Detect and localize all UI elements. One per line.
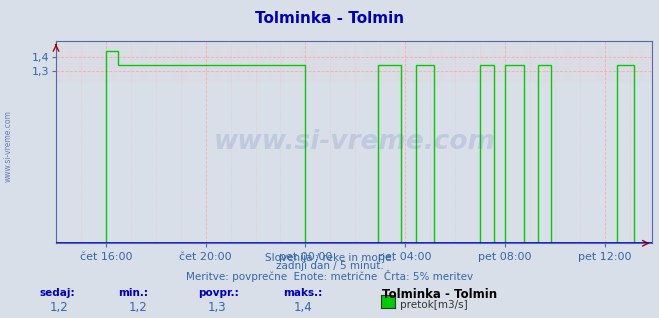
Text: 1,4: 1,4 bbox=[293, 301, 312, 314]
Text: maks.:: maks.: bbox=[283, 288, 323, 298]
Text: Meritve: povprečne  Enote: metrične  Črta: 5% meritev: Meritve: povprečne Enote: metrične Črta:… bbox=[186, 270, 473, 282]
Text: Slovenija / reke in morje.: Slovenija / reke in morje. bbox=[264, 253, 395, 263]
Text: sedaj:: sedaj: bbox=[40, 288, 75, 298]
Text: www.si-vreme.com: www.si-vreme.com bbox=[3, 110, 13, 182]
Text: zadnji dan / 5 minut.: zadnji dan / 5 minut. bbox=[275, 261, 384, 271]
Text: www.si-vreme.com: www.si-vreme.com bbox=[214, 129, 495, 155]
Text: 1,2: 1,2 bbox=[49, 301, 68, 314]
Text: pretok[m3/s]: pretok[m3/s] bbox=[400, 300, 468, 310]
Text: Tolminka - Tolmin: Tolminka - Tolmin bbox=[255, 11, 404, 26]
Text: min.:: min.: bbox=[119, 288, 149, 298]
Text: Tolminka - Tolmin: Tolminka - Tolmin bbox=[382, 288, 498, 301]
Text: 1,2: 1,2 bbox=[129, 301, 147, 314]
Text: 1,3: 1,3 bbox=[208, 301, 226, 314]
Text: povpr.:: povpr.: bbox=[198, 288, 239, 298]
